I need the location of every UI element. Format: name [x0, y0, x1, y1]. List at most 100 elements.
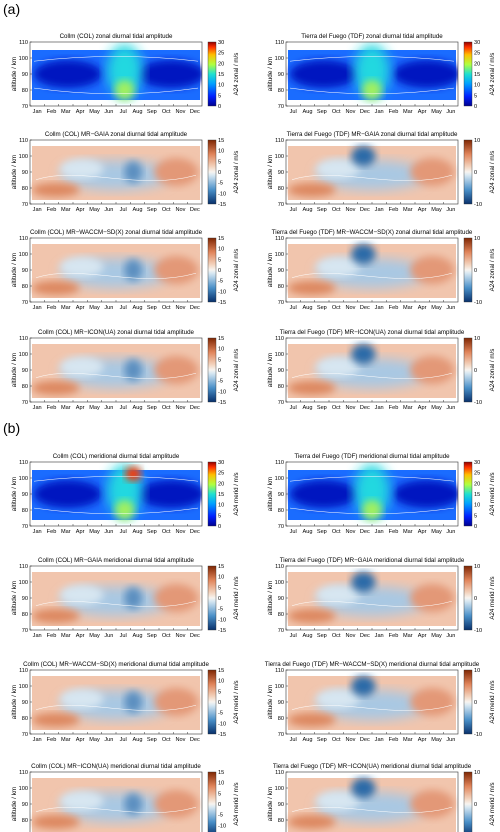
- colorbar-tick-label: 10: [218, 83, 224, 89]
- colorbar-tick-label: 30: [218, 40, 224, 46]
- contour-field: [31, 244, 200, 298]
- y-tick-label: 100: [19, 154, 28, 160]
- x-tick-label: Aug: [133, 405, 143, 411]
- colorbar-label: A24 zonal / m/s: [489, 249, 496, 292]
- y-tick-label: 100: [19, 252, 28, 258]
- x-tick-label: Apr: [76, 305, 85, 311]
- x-tick-label: Apr: [76, 405, 85, 411]
- colorbar-tick-label: 10: [218, 149, 224, 155]
- x-tick-label: Sep: [147, 405, 157, 411]
- x-tick-label: Jan: [33, 633, 42, 639]
- x-tick-label: Oct: [162, 529, 171, 535]
- contour-line: [291, 600, 453, 607]
- x-tick-label: Oct: [332, 529, 341, 535]
- contour-field: [31, 344, 200, 398]
- x-tick-label: Feb: [47, 109, 57, 115]
- contour-line: [33, 87, 199, 95]
- x-tick-label: Jun: [104, 109, 113, 115]
- x-tick-label: Aug: [133, 305, 143, 311]
- colorbar-label: A24 zonal / m/s: [233, 53, 240, 96]
- colorbar-tick-label: -5: [218, 279, 223, 285]
- y-tick-label: 100: [19, 580, 28, 586]
- y-tick-label: 70: [22, 300, 28, 306]
- y-tick-label: 110: [275, 138, 284, 144]
- y-tick-label: 90: [22, 170, 28, 176]
- x-tick-label: Sep: [147, 207, 157, 213]
- colorbar-tick-label: 5: [474, 93, 477, 99]
- x-tick-label: Feb: [389, 405, 399, 411]
- contour-field: [287, 572, 456, 626]
- x-tick-label: May: [89, 305, 100, 311]
- colorbar-tick-label: 15: [218, 236, 224, 242]
- x-tick-label: Feb: [389, 633, 399, 639]
- y-tick-label: 100: [19, 56, 28, 62]
- colorbar-tick-label: 0: [474, 104, 477, 110]
- y-tick-label: 90: [22, 802, 28, 808]
- colorbar-tick-label: 20: [218, 481, 224, 487]
- x-tick-label: Jul: [290, 633, 297, 639]
- y-tick-label: 80: [22, 818, 28, 824]
- x-tick-label: Jun: [104, 207, 113, 213]
- contour-field: [31, 146, 200, 200]
- colorbar-label: A24 merid / m/s: [233, 782, 240, 825]
- x-tick-label: Sep: [147, 305, 157, 311]
- y-tick-label: 90: [22, 268, 28, 274]
- colorbar-tick-label: 10: [474, 770, 480, 776]
- y-tick-label: 100: [275, 154, 284, 160]
- contour-line: [291, 272, 453, 279]
- x-tick-label: Apr: [76, 109, 85, 115]
- y-tick-label: 70: [22, 202, 28, 208]
- panel-1: Collm (COL) zonal diurnal tidal amplitud…: [11, 33, 240, 115]
- x-tick-label: Dec: [360, 305, 370, 311]
- y-tick-label: 90: [22, 368, 28, 374]
- x-tick-label: Sep: [317, 405, 327, 411]
- x-tick-label: Nov: [176, 305, 186, 311]
- x-tick-label: May: [431, 109, 442, 115]
- colorbar-tick-label: -5: [218, 813, 223, 819]
- y-tick-label: 70: [278, 104, 284, 110]
- x-tick-label: Mar: [61, 737, 71, 743]
- colorbar-tick-label: 5: [218, 513, 221, 519]
- x-tick-label: Jul: [290, 305, 297, 311]
- x-tick-label: May: [431, 305, 442, 311]
- y-tick-label: 90: [278, 802, 284, 808]
- colorbar-tick-label: 0: [218, 524, 221, 530]
- x-tick-label: Jun: [446, 405, 455, 411]
- colorbar-label: A24 zonal / m/s: [489, 349, 496, 392]
- panel-11: Collm (COL) MR−GAIA meridional diurnal t…: [11, 557, 240, 639]
- colorbar-tick-label: 15: [218, 336, 224, 342]
- y-tick-label: 80: [278, 612, 284, 618]
- panels: Collm (COL) zonal diurnal tidal amplitud…: [11, 33, 496, 832]
- x-tick-label: Jan: [375, 405, 384, 411]
- colorbar-tick-label: -10: [218, 389, 226, 395]
- x-tick-label: Dec: [360, 529, 370, 535]
- x-tick-label: Oct: [332, 207, 341, 213]
- colorbar-tick-label: 10: [218, 781, 224, 787]
- x-tick-label: May: [431, 737, 442, 743]
- x-tick-label: Feb: [47, 633, 57, 639]
- y-tick-label: 110: [19, 668, 28, 674]
- contour-line: [33, 56, 199, 62]
- y-tick-label: 90: [278, 368, 284, 374]
- x-tick-label: Sep: [317, 305, 327, 311]
- x-tick-label: Nov: [176, 109, 186, 115]
- x-tick-label: Oct: [332, 109, 341, 115]
- y-tick-label: 100: [275, 56, 284, 62]
- colorbar: [463, 669, 473, 735]
- panel-title: Collm (COL) zonal diurnal tidal amplitud…: [60, 33, 173, 40]
- panel-2: Tierra del Fuego (TDF) zonal diurnal tid…: [267, 33, 496, 115]
- colorbar-label: A24 zonal / m/s: [233, 151, 240, 194]
- x-tick-label: Mar: [403, 405, 413, 411]
- colorbar-label: A24 merid / m/s: [233, 680, 240, 723]
- x-tick-label: Aug: [303, 207, 313, 213]
- colorbar-tick-label: -10: [474, 628, 482, 634]
- y-tick-label: 110: [19, 336, 28, 342]
- x-tick-label: Oct: [162, 737, 171, 743]
- y-tick-label: 70: [278, 300, 284, 306]
- x-tick-label: Feb: [389, 109, 399, 115]
- panel-title: Tierra del Fuego (TDF) zonal diurnal tid…: [301, 33, 443, 40]
- x-tick-label: Apr: [418, 207, 427, 213]
- colorbar-label: A24 merid / m/s: [489, 472, 496, 515]
- colorbar-tick-label: 10: [474, 564, 480, 570]
